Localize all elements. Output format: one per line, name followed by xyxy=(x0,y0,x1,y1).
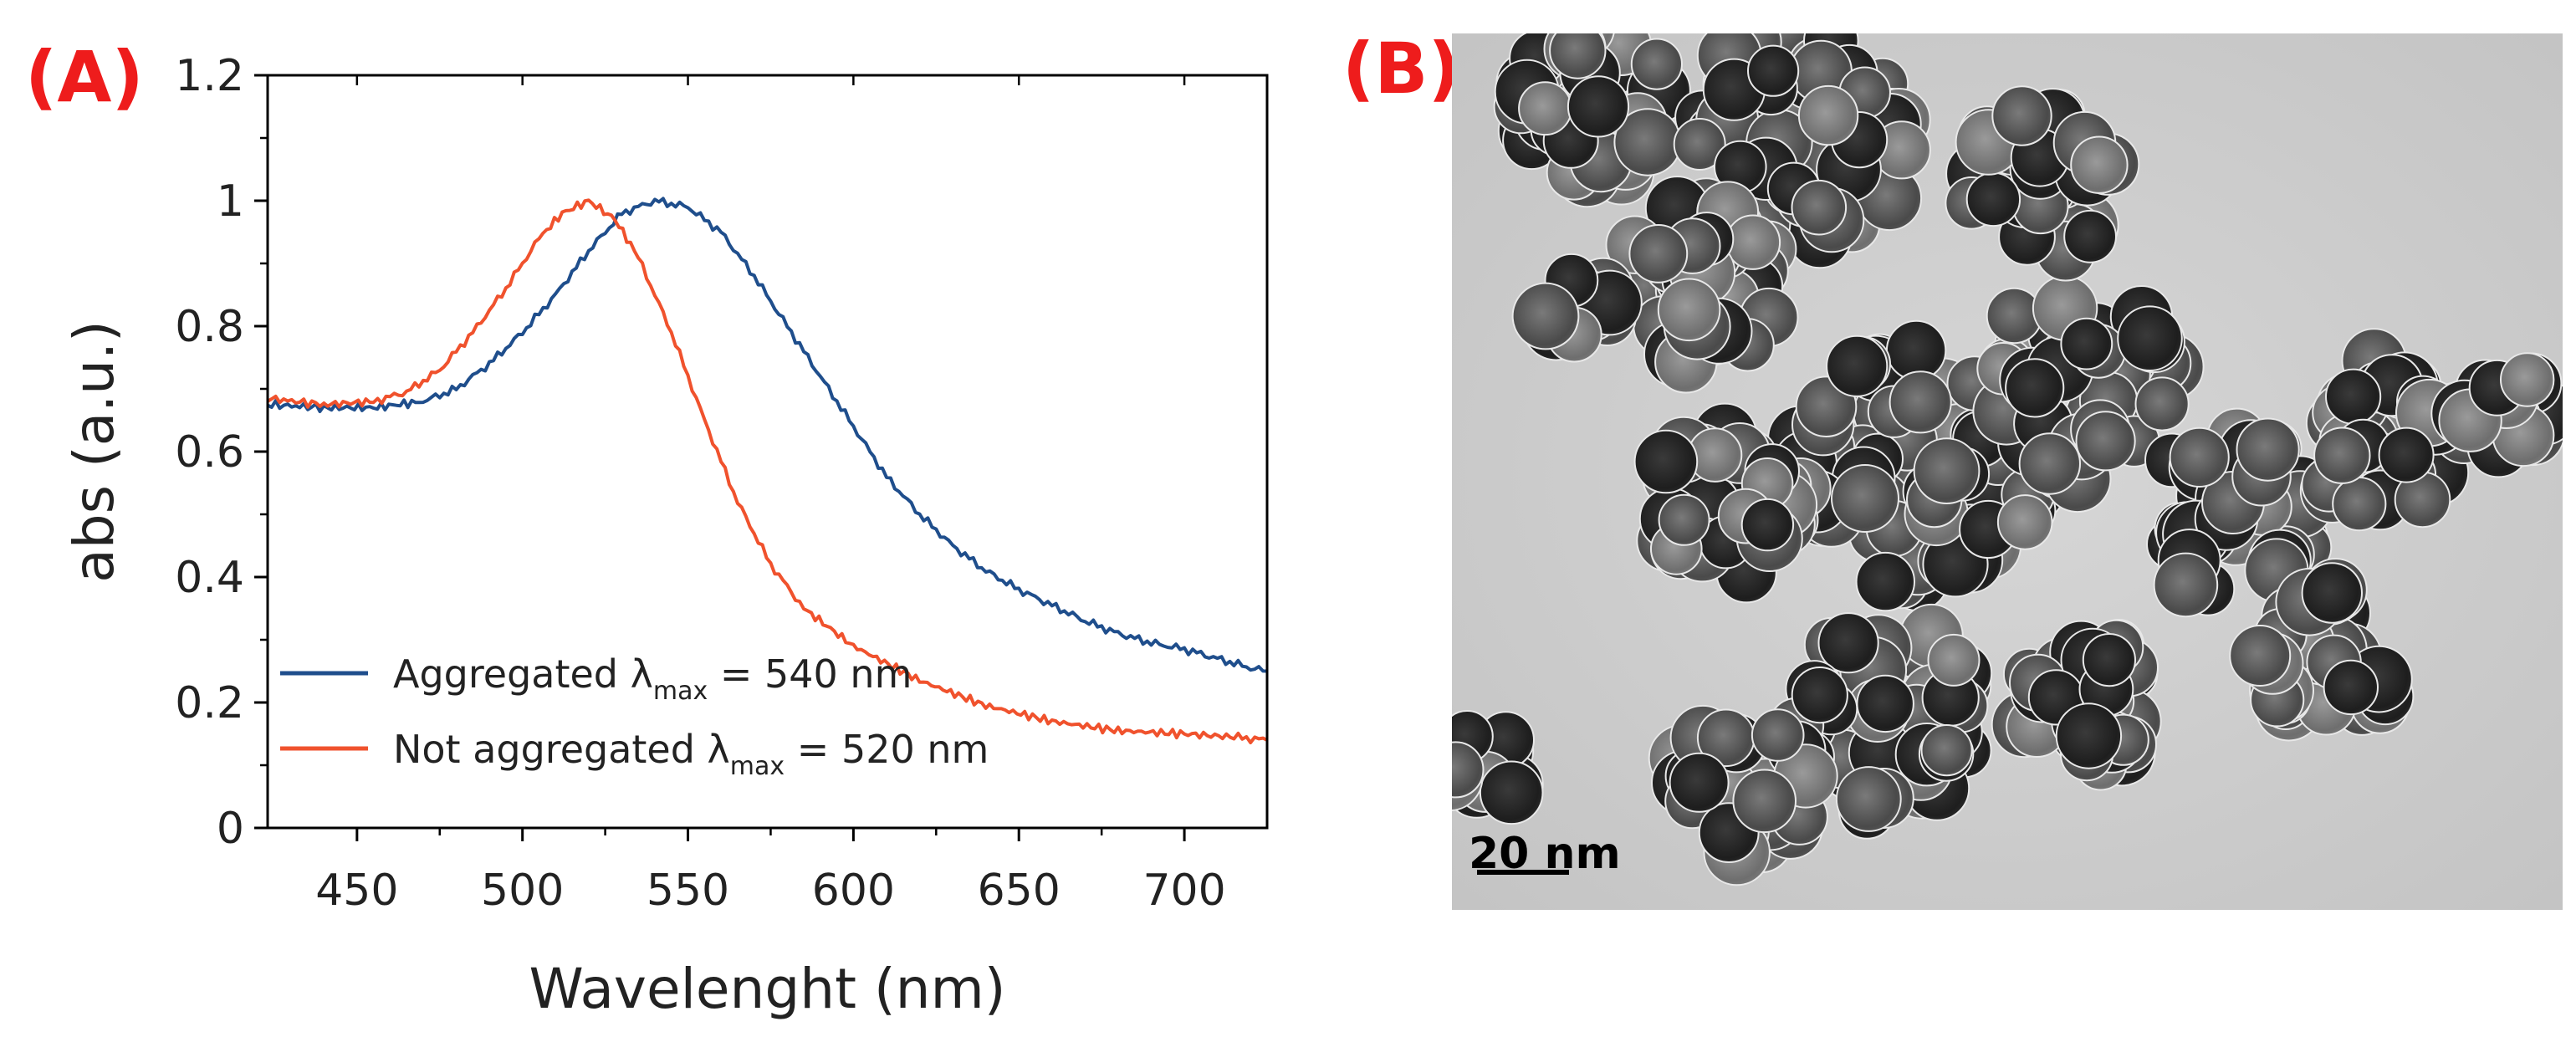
nanoparticle xyxy=(1567,75,1630,138)
nanoparticle xyxy=(2082,633,2137,687)
nanoparticle xyxy=(2500,352,2555,407)
nanoparticle xyxy=(1855,551,1915,612)
nanoparticle xyxy=(1628,224,1689,284)
legend-label-aggregated: Aggregated λmax = 540 nm xyxy=(393,651,912,706)
y-tick-label: 1 xyxy=(217,176,244,227)
nanoparticle xyxy=(2325,368,2382,425)
nanoparticle xyxy=(2153,552,2219,618)
nanoparticle xyxy=(2323,659,2379,716)
scale-bar-label: 20 nm xyxy=(1469,829,1621,879)
plot-frame xyxy=(266,74,1269,830)
nanoparticle xyxy=(1732,769,1797,834)
x-tick-label: 500 xyxy=(481,866,564,916)
nanoparticle xyxy=(1826,335,1889,397)
nanoparticle xyxy=(1452,741,1485,799)
nanoparticle xyxy=(2229,625,2292,687)
nanoparticle xyxy=(1991,85,2052,146)
tem-image: 20 nm xyxy=(1452,33,2563,910)
nanoparticle xyxy=(1657,278,1721,342)
nanoparticle xyxy=(1751,708,1805,762)
nanoparticle xyxy=(2117,305,2183,372)
nanoparticle xyxy=(2169,427,2230,488)
y-tick-label: 0.2 xyxy=(175,678,244,728)
y-tick-label: 0.6 xyxy=(175,427,244,478)
nanoparticle xyxy=(1669,752,1730,813)
panel-b-label: (B) xyxy=(1342,28,1460,110)
nanoparticle xyxy=(1797,84,1859,146)
y-tick-label: 0.8 xyxy=(175,302,244,352)
nanoparticle xyxy=(2075,411,2136,472)
nanoparticle xyxy=(1630,38,1683,90)
nanoparticle xyxy=(1479,760,1544,825)
absorbance-chart: 0 0.2 0.4 0.6 0.8 1 1.2 450 500 550 600 650 700 Wavel… xyxy=(62,51,1269,1021)
nanoparticle xyxy=(2055,702,2123,769)
nanoparticle xyxy=(2332,477,2387,532)
nanoparticle xyxy=(1817,612,1879,674)
nanoparticle xyxy=(1791,179,1848,236)
nanoparticle xyxy=(1835,766,1902,832)
nanoparticle xyxy=(1996,494,2053,550)
y-tick-label: 1.2 xyxy=(175,51,244,101)
nanoparticle xyxy=(1913,437,1981,504)
nanoparticle xyxy=(2236,417,2300,482)
nanoparticle xyxy=(1518,81,1572,136)
x-tick-label: 600 xyxy=(812,866,895,916)
nanoparticle xyxy=(1927,633,1981,687)
nanoparticle xyxy=(2018,432,2081,495)
panel-a-label: (A) xyxy=(25,36,144,118)
nanoparticle xyxy=(1673,118,1726,171)
x-tick-label: 700 xyxy=(1142,866,1225,916)
scale-bar xyxy=(1477,870,1569,875)
nanoparticle xyxy=(1747,44,1800,97)
nanoparticle xyxy=(2313,427,2371,484)
x-axis-label: Wavelenght (nm) xyxy=(529,957,1005,1021)
nanoparticle xyxy=(1511,282,1580,350)
x-tick-label: 450 xyxy=(315,866,398,916)
series-line-aggregated xyxy=(267,197,1268,673)
nanoparticle xyxy=(2070,135,2129,194)
nanoparticle xyxy=(1658,493,1710,546)
nanoparticle xyxy=(2060,317,2113,370)
nanoparticle xyxy=(2301,562,2364,624)
nanoparticle xyxy=(1791,667,1848,724)
series-line-not-aggregated xyxy=(266,198,1268,744)
y-tick-label: 0 xyxy=(217,804,244,854)
x-tick-label: 650 xyxy=(978,866,1061,916)
nanoparticle xyxy=(2063,209,2117,263)
nanoparticle xyxy=(1965,171,2021,227)
nanoparticle xyxy=(2005,358,2065,418)
y-tick-label: 0.4 xyxy=(175,553,244,603)
nanoparticle xyxy=(2378,427,2435,483)
nanoparticle xyxy=(1633,429,1699,494)
nanoparticle xyxy=(1920,724,1973,777)
x-tick-label: 550 xyxy=(647,866,729,916)
nanoparticle xyxy=(1856,674,1914,733)
nanoparticle xyxy=(1740,498,1795,552)
nanoparticle xyxy=(1725,214,1781,270)
nanoparticle xyxy=(1889,370,1952,434)
nanoparticle xyxy=(1549,33,1607,79)
nanoparticle xyxy=(2134,376,2190,432)
y-axis-label: abs (a.u.) xyxy=(62,320,126,582)
legend-label-not-aggregated: Not aggregated λmax = 520 nm xyxy=(393,727,989,781)
nanoparticle xyxy=(1831,464,1899,533)
